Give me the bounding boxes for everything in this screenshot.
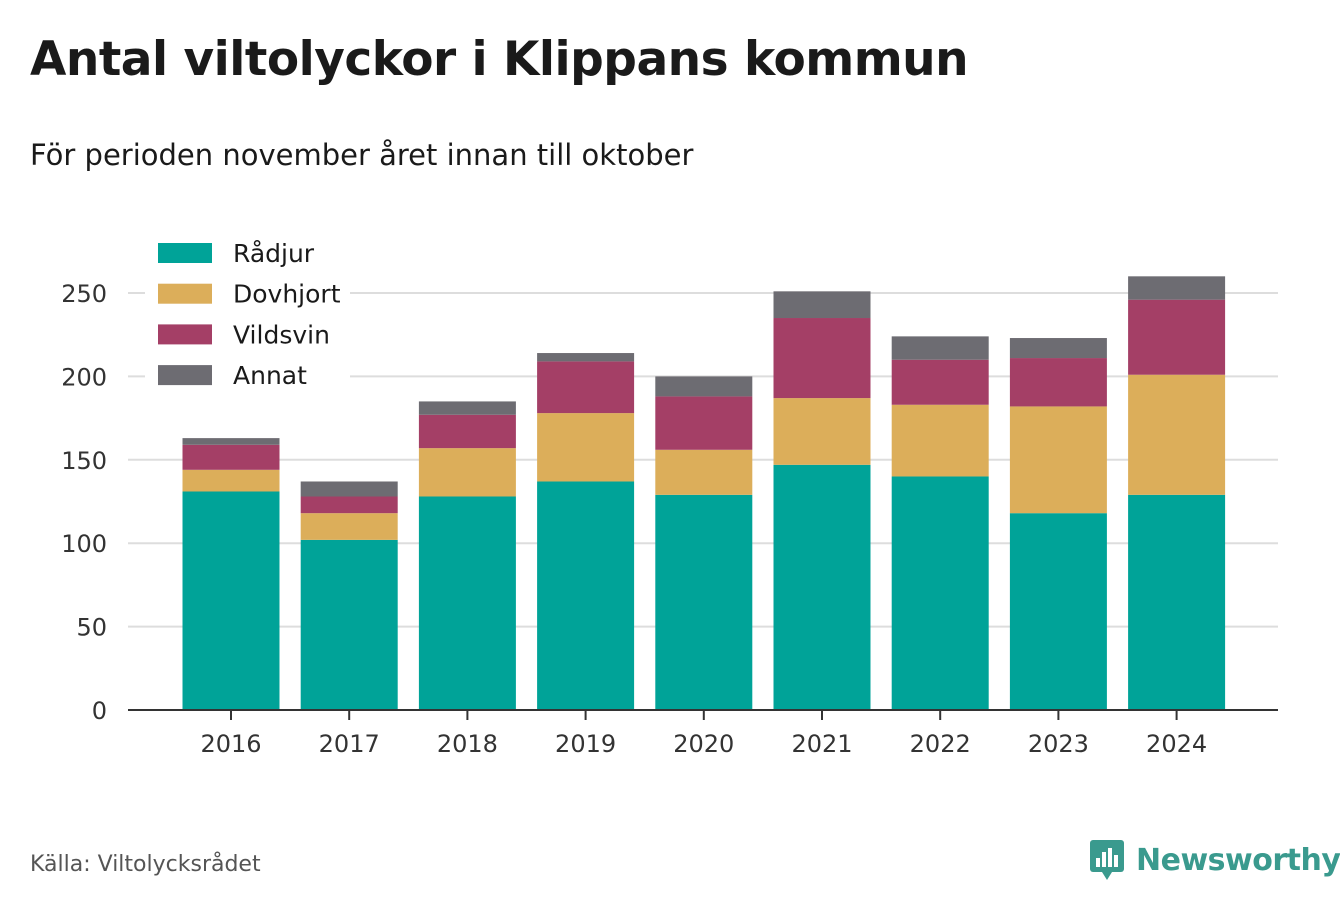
bar-segment: [418, 496, 516, 710]
bar-segment: [1128, 276, 1226, 300]
bar-segment: [1009, 406, 1107, 514]
legend-swatch: [158, 365, 212, 386]
bar-segment: [773, 398, 871, 465]
bar-segment: [773, 318, 871, 399]
bar-segment: [300, 481, 398, 497]
bar-segment: [1009, 338, 1107, 359]
legend-swatch: [158, 324, 212, 345]
x-tick-label: 2021: [791, 730, 852, 758]
bar-chart-speech-bubble-icon: [1090, 840, 1124, 880]
bar-segment: [891, 476, 989, 710]
bar-segment: [1009, 358, 1107, 407]
x-tick-label: 2018: [437, 730, 498, 758]
y-tick-label: 50: [76, 614, 107, 642]
bar-segment: [418, 448, 516, 497]
y-tick-label: 250: [61, 280, 107, 308]
legend: Rådjur Dovhjort Vildsvin Annat: [145, 232, 350, 394]
bar-segment: [418, 401, 516, 415]
bar-segment: [300, 539, 398, 710]
legend-swatch: [158, 243, 212, 263]
y-tick-label: 0: [92, 697, 107, 725]
bar-segment: [537, 481, 635, 710]
bar-segment: [182, 438, 280, 445]
x-tick-label: 2024: [1146, 730, 1207, 758]
bar-segment: [891, 359, 989, 405]
bar-segment: [537, 361, 635, 414]
bar-segment: [891, 404, 989, 477]
bar-segment: [773, 464, 871, 710]
bar-segment: [300, 496, 398, 514]
bar-segment: [537, 353, 635, 362]
legend-label: Rådjur: [233, 239, 315, 268]
legend-label: Vildsvin: [233, 320, 330, 349]
bar-segment: [182, 491, 280, 710]
x-tick-label: 2019: [555, 730, 616, 758]
bar-segment: [773, 291, 871, 319]
bar-segment: [655, 449, 753, 495]
bar-segment: [1128, 494, 1226, 710]
bar-segment: [655, 396, 753, 450]
legend-label: Dovhjort: [233, 280, 341, 309]
bar-segment: [182, 444, 280, 470]
bar-segment: [300, 513, 398, 540]
x-tick-label: 2017: [319, 730, 380, 758]
chart-title: Antal viltolyckor i Klippans kommun: [30, 32, 969, 87]
y-tick-label: 100: [61, 530, 107, 558]
x-tick-label: 2022: [910, 730, 971, 758]
x-tick-label: 2016: [200, 730, 261, 758]
bar-segment: [537, 413, 635, 482]
x-tick-label: 2020: [673, 730, 734, 758]
legend-swatch: [158, 283, 212, 304]
bar-segment: [655, 376, 753, 397]
source-note: Källa: Viltolycksrådet: [30, 852, 261, 877]
bar-segment: [655, 494, 753, 710]
axes: 0 50 100 150 200 250 2016 2017 2018 2019 2020 2021 2…: [61, 280, 1278, 758]
bar-segment: [418, 414, 516, 449]
x-tick-label: 2023: [1028, 730, 1089, 758]
bar-segment: [1128, 374, 1226, 495]
bar-segment: [1128, 299, 1226, 375]
legend-label: Annat: [233, 361, 307, 390]
brand-logo: Newsworthy: [1088, 838, 1340, 882]
bar-segment: [891, 336, 989, 360]
bar-segment: [182, 469, 280, 492]
bar-segment: [1009, 513, 1107, 710]
y-tick-label: 150: [61, 447, 107, 475]
bars: [182, 276, 1226, 710]
chart-subtitle: För perioden november året innan till ok…: [30, 138, 694, 172]
y-tick-label: 200: [61, 363, 107, 391]
brand-name: Newsworthy: [1136, 842, 1340, 878]
